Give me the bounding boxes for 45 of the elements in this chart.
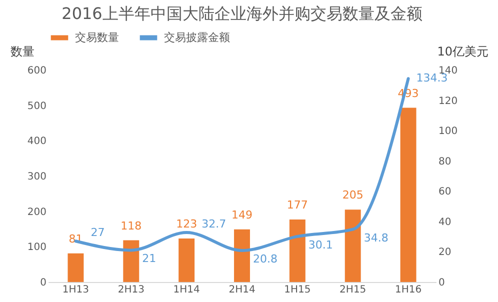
y2-tick-label: 20 <box>438 247 452 258</box>
y-tick-label: 0 <box>40 278 46 288</box>
chart-title: 2016上半年中国大陆企业海外并购交易数量及金额 <box>62 4 422 23</box>
legend-label: 交易披露金额 <box>164 30 230 44</box>
bar <box>289 219 306 282</box>
x-tick-label: 2H14 <box>228 284 256 296</box>
x-tick-label: 2H15 <box>340 284 366 296</box>
bar <box>123 240 140 282</box>
y2-tick-label: 60 <box>438 186 452 198</box>
data-label: 34.8 <box>364 231 388 244</box>
bar <box>68 253 84 282</box>
data-label: 118 <box>120 219 142 232</box>
x-tick-label: 1H15 <box>284 284 311 296</box>
y-tick-label: 400 <box>27 136 46 148</box>
y2-tick-label: 100 <box>438 126 458 138</box>
bar <box>400 108 416 282</box>
y2-tick-label: 40 <box>438 216 452 228</box>
bar <box>344 210 361 282</box>
data-label: 20.8 <box>253 252 278 266</box>
y-tick-label: 500 <box>27 100 46 112</box>
y-axis-title: 数量 <box>10 44 34 58</box>
data-label: 21 <box>142 252 156 266</box>
x-tick-label: 1H14 <box>173 284 200 296</box>
data-label: 32.7 <box>202 217 226 230</box>
y-tick-label: 200 <box>27 206 46 218</box>
y-tick-label: 300 <box>27 172 46 182</box>
data-label: 123 <box>176 218 198 231</box>
x-tick-label: 1H13 <box>62 284 90 296</box>
data-label: 177 <box>286 198 308 212</box>
y2-tick-label: 120 <box>438 96 458 107</box>
data-label: 205 <box>342 188 364 202</box>
data-label: 27 <box>90 226 105 240</box>
bar <box>234 229 250 282</box>
y2-tick-label: 80 <box>438 156 452 168</box>
data-label: 149 <box>232 208 252 222</box>
y-tick-label: 600 <box>27 66 46 76</box>
x-tick-label: 1H16 <box>394 284 422 296</box>
data-label: 30.1 <box>308 238 333 252</box>
y2-axis-title: 10亿美元 <box>437 44 488 58</box>
bar <box>178 238 195 282</box>
x-tick-label: 2H13 <box>118 284 144 296</box>
data-label: 134.3 <box>416 72 448 85</box>
legend-label: 交易数量 <box>75 30 119 44</box>
y2-tick-label: 0 <box>438 278 445 288</box>
y-tick-label: 100 <box>27 242 46 254</box>
